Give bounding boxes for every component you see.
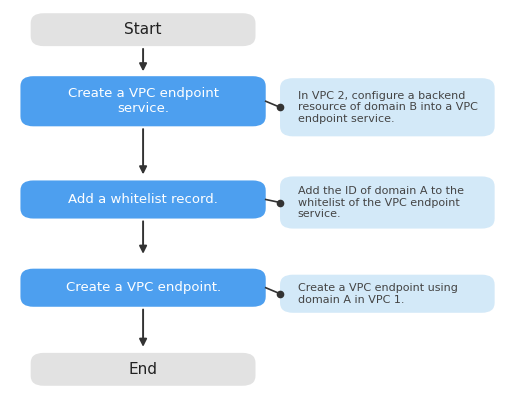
Text: Create a VPC endpoint.: Create a VPC endpoint. bbox=[65, 281, 221, 294]
FancyBboxPatch shape bbox=[280, 176, 495, 229]
Text: Add the ID of domain A to the
whitelist of the VPC endpoint
service.: Add the ID of domain A to the whitelist … bbox=[298, 186, 464, 219]
FancyBboxPatch shape bbox=[20, 76, 266, 126]
FancyBboxPatch shape bbox=[20, 269, 266, 307]
Text: End: End bbox=[129, 362, 157, 377]
Text: Start: Start bbox=[124, 22, 162, 37]
FancyBboxPatch shape bbox=[20, 180, 266, 219]
Text: Add a whitelist record.: Add a whitelist record. bbox=[68, 193, 218, 206]
Text: In VPC 2, configure a backend
resource of domain B into a VPC
endpoint service.: In VPC 2, configure a backend resource o… bbox=[298, 91, 478, 124]
FancyBboxPatch shape bbox=[31, 353, 256, 386]
Text: Create a VPC endpoint
service.: Create a VPC endpoint service. bbox=[67, 87, 219, 115]
FancyBboxPatch shape bbox=[31, 13, 256, 46]
FancyBboxPatch shape bbox=[280, 275, 495, 313]
Text: Create a VPC endpoint using
domain A in VPC 1.: Create a VPC endpoint using domain A in … bbox=[298, 283, 458, 304]
FancyBboxPatch shape bbox=[280, 78, 495, 136]
